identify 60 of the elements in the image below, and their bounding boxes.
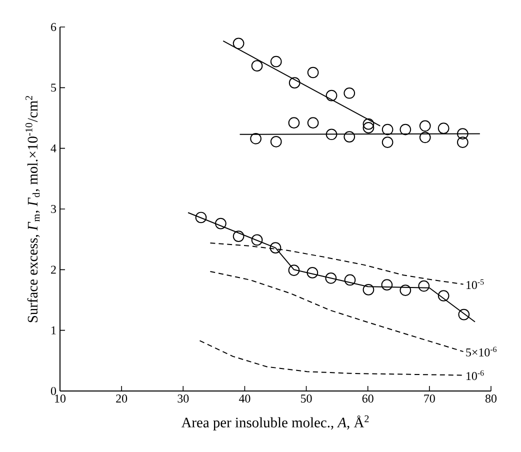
point — [344, 274, 356, 286]
point — [325, 272, 337, 284]
y-tick-label: 0 — [50, 386, 56, 396]
point — [456, 136, 468, 148]
point — [400, 124, 412, 136]
point — [382, 136, 394, 148]
point — [326, 128, 338, 140]
line-series — [210, 270, 464, 352]
point — [307, 66, 319, 78]
series-label: 10$^{-5}$ — [466, 279, 484, 290]
point — [344, 131, 356, 142]
y-tick-label: 4 — [50, 144, 56, 152]
x-tick-label: 60 — [362, 394, 374, 403]
x-tick-label: 50 — [300, 394, 312, 403]
point — [307, 117, 319, 129]
point — [288, 264, 300, 276]
point — [362, 122, 374, 134]
point — [326, 90, 338, 102]
point — [344, 87, 356, 99]
text: Surface excess, Γ$_{m}$, Γ$_{d}$, mol.×10$^{-10}$/cm$^{2}$ — [26, 96, 40, 322]
x-tick-label: 10 — [55, 394, 66, 403]
point — [400, 284, 412, 296]
point — [232, 230, 244, 242]
point — [195, 212, 207, 224]
y-tick-label: 3 — [51, 204, 56, 214]
line-series — [199, 340, 464, 376]
point — [270, 242, 282, 254]
point — [288, 77, 300, 88]
point — [215, 218, 226, 230]
x-tick-label: 80 — [485, 394, 497, 403]
x-axis-title: Area per insoluble molec., A, Å$^{2}$ — [181, 415, 369, 430]
y-tick-label: 6 — [51, 22, 56, 32]
point — [251, 234, 263, 246]
point — [288, 117, 300, 129]
point — [458, 308, 470, 320]
y-tick-label: 2 — [51, 266, 56, 274]
x-tick-label: 70 — [424, 394, 435, 403]
point — [232, 38, 244, 50]
point — [419, 132, 431, 144]
y-tick-label: 1 — [52, 326, 56, 334]
x-tick-label: 40 — [238, 394, 250, 403]
point — [381, 279, 393, 291]
series-label: 5×10$^{-6}$ — [466, 346, 497, 356]
point — [456, 128, 468, 140]
y-tick-label: 5 — [51, 84, 56, 92]
x-tick-label: 20 — [116, 394, 128, 403]
point — [251, 60, 263, 72]
series-label: 10$^{-6}$ — [466, 370, 484, 380]
point — [438, 122, 450, 134]
point — [270, 136, 282, 148]
x-tick-label: 30 — [178, 394, 189, 403]
point — [362, 118, 374, 130]
point — [306, 267, 318, 278]
point — [418, 280, 430, 292]
point — [438, 290, 450, 302]
point — [382, 124, 394, 136]
point — [250, 132, 262, 144]
point — [362, 284, 374, 296]
point — [419, 120, 431, 132]
point — [270, 56, 282, 68]
